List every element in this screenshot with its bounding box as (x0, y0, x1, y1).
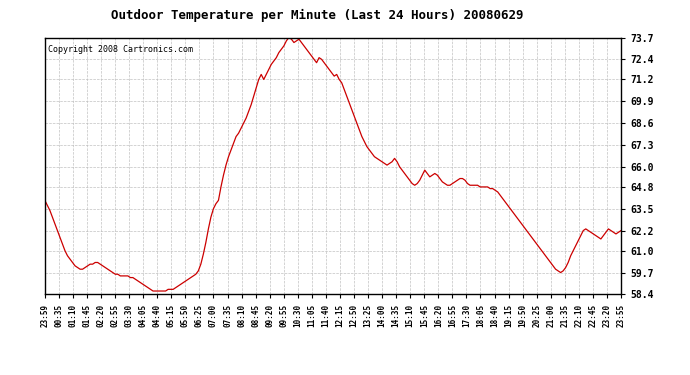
Text: Copyright 2008 Cartronics.com: Copyright 2008 Cartronics.com (48, 45, 193, 54)
Text: Outdoor Temperature per Minute (Last 24 Hours) 20080629: Outdoor Temperature per Minute (Last 24 … (111, 9, 524, 22)
